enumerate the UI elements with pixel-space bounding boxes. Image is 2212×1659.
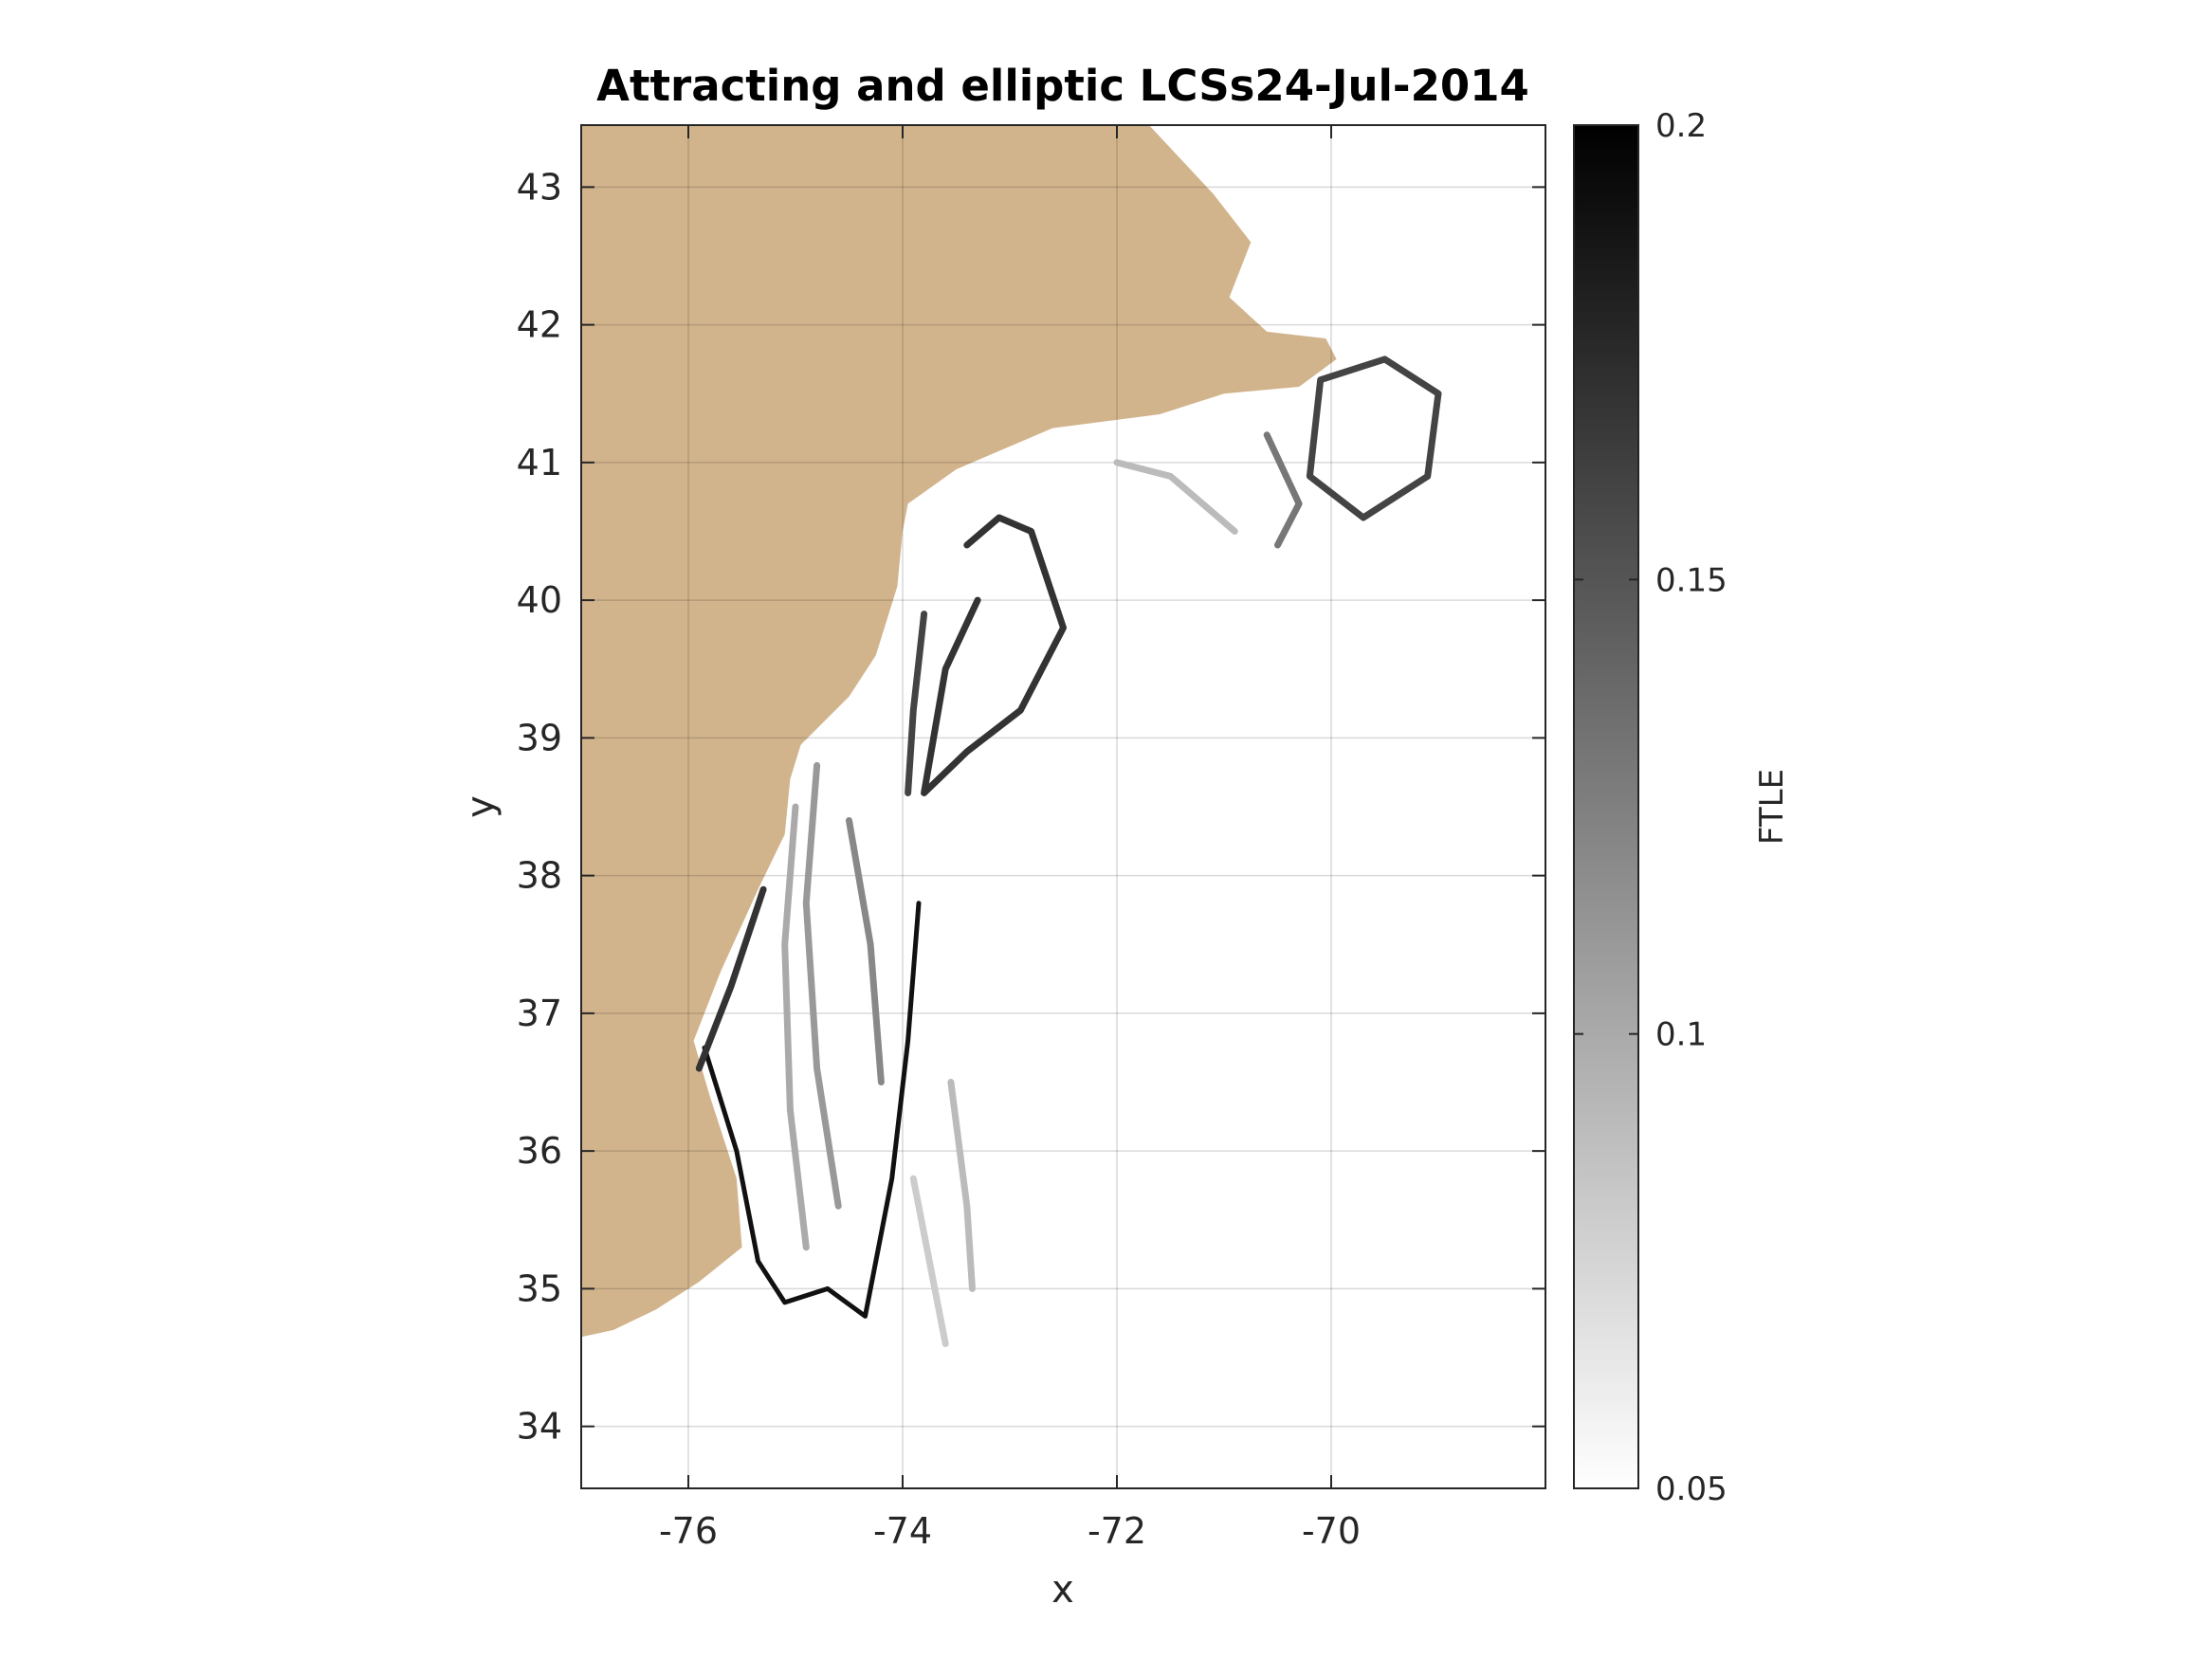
colorbar-tick-label: 0.1 — [1655, 1016, 1707, 1054]
y-tick-label: 38 — [517, 855, 562, 897]
ftle-ridge-4 — [1306, 356, 1442, 521]
ftle-ridge-1 — [695, 885, 767, 1072]
y-tick-label: 43 — [517, 166, 562, 208]
y-tick-label: 42 — [517, 304, 562, 346]
ftle-ridge-10 — [1113, 459, 1238, 535]
axes-box — [580, 124, 1546, 1489]
y-tick-group: 34 35 36 37 38 39 40 41 42 43 — [517, 166, 1545, 1448]
colorbar-tick-label: 0.05 — [1655, 1470, 1728, 1508]
ftle-ridge-7 — [802, 761, 842, 1210]
ftle-ridge-layer — [695, 356, 1442, 1347]
x-tick-label: -76 — [659, 1510, 718, 1552]
colorbar-tick-group: 0.05 0.1 0.15 0.2 — [1574, 107, 1728, 1508]
x-tick-label: -74 — [873, 1510, 932, 1552]
colorbar — [1573, 124, 1639, 1489]
land-mass — [581, 125, 1337, 1338]
y-tick-label: 40 — [517, 579, 562, 621]
y-tick-label: 35 — [517, 1267, 562, 1309]
colorbar-label: FTLE — [1753, 769, 1791, 845]
ftle-ridge-8 — [781, 803, 810, 1251]
chart-title: Attracting and elliptic LCSs24-Jul-2014 — [596, 61, 1529, 111]
x-tick-label: -70 — [1302, 1510, 1361, 1552]
grid-layer — [581, 125, 1545, 1488]
ftle-ridge-0 — [702, 901, 922, 1319]
ftle-ridge-2 — [921, 514, 1067, 796]
plot-area — [581, 125, 1545, 1488]
y-axis-label: y — [459, 795, 503, 818]
ftle-ridge-6 — [846, 817, 885, 1085]
ftle-ridge-11 — [909, 1175, 949, 1347]
y-tick-label: 41 — [517, 442, 562, 483]
x-tick-group: -76 -74 -72 -70 — [659, 125, 1361, 1552]
colorbar-tick-label: 0.2 — [1655, 107, 1707, 145]
ftle-ridge-9 — [947, 1079, 976, 1292]
land-layer — [581, 125, 1337, 1338]
colorbar-tick-label: 0.15 — [1655, 561, 1728, 599]
y-tick-label: 39 — [517, 717, 562, 758]
x-axis-label: x — [1051, 1568, 1074, 1612]
y-tick-label: 36 — [517, 1130, 562, 1172]
y-tick-label: 34 — [517, 1406, 562, 1448]
x-tick-label: -72 — [1088, 1510, 1146, 1552]
ftle-ridge-3 — [905, 611, 928, 796]
ftle-ridge-5 — [1263, 431, 1303, 549]
y-tick-label: 37 — [517, 993, 562, 1034]
